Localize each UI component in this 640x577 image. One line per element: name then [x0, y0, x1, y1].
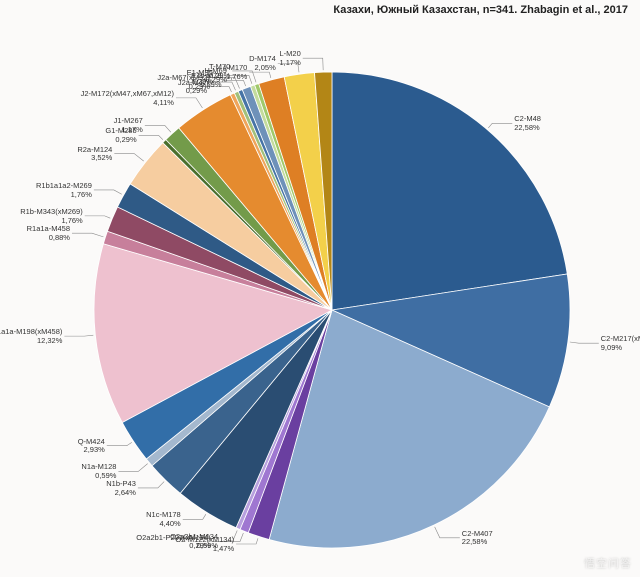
leader-line [488, 123, 512, 128]
leader-line [224, 80, 246, 86]
leader-line [72, 233, 103, 237]
leader-line [139, 135, 163, 139]
pie-chart-container: Казахи, Южный Казахстан, n=341. Zhabagin… [0, 0, 640, 577]
leader-line [209, 87, 232, 92]
watermark: 悟空问答 [584, 555, 632, 571]
leader-line [176, 98, 202, 108]
leader-line [107, 442, 132, 445]
leader-line [183, 514, 206, 519]
leader-line [435, 527, 460, 538]
leader-line [114, 154, 143, 161]
leader-line [278, 63, 299, 72]
leader-line [94, 190, 122, 194]
leader-line [85, 216, 111, 218]
leader-line [118, 464, 147, 472]
leader-line [570, 342, 599, 343]
leader-line [212, 82, 236, 90]
chart-title: Казахи, Южный Казахстан, n=341. Zhabagin… [333, 4, 628, 16]
leader-line [220, 533, 243, 541]
pie-slice [332, 72, 567, 310]
pie-chart-svg [0, 0, 640, 577]
leader-line [249, 72, 271, 78]
leader-line [138, 482, 164, 488]
leader-line [64, 335, 93, 336]
leader-line [212, 530, 237, 541]
leader-line [145, 125, 171, 132]
leader-line [303, 58, 323, 70]
